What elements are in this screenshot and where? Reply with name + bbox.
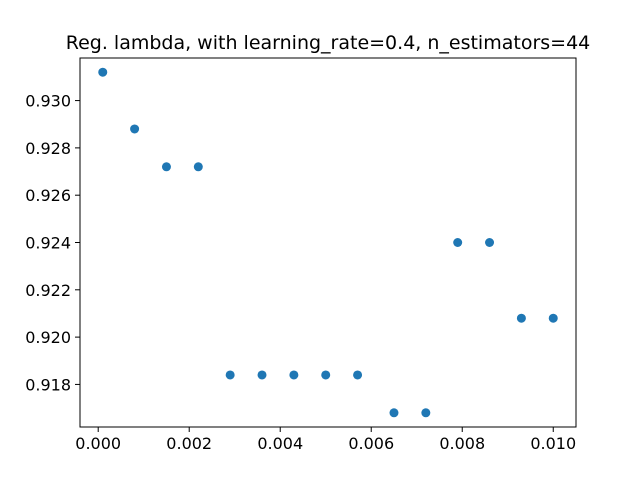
plot-frame	[79, 57, 577, 428]
x-tick-label: 0.008	[439, 434, 485, 453]
data-point	[289, 370, 299, 380]
data-point	[353, 370, 363, 380]
y-axis: 0.918 0.920 0.922 0.924 0.926 0.928 0.930	[25, 92, 80, 394]
x-tick-label: 0.010	[530, 434, 576, 453]
y-tick-label: 0.930	[25, 92, 71, 111]
y-tick-label: 0.922	[25, 281, 71, 300]
data-point	[321, 370, 331, 380]
chart-title: Reg. lambda, with learning_rate=0.4, n_e…	[66, 32, 591, 54]
y-tick-label: 0.920	[25, 328, 71, 347]
data-point	[98, 67, 108, 77]
y-tick-label: 0.928	[25, 139, 71, 158]
data-point	[193, 162, 203, 172]
y-tick-label: 0.926	[25, 186, 71, 205]
x-tick-label: 0.006	[348, 434, 394, 453]
data-point	[516, 313, 526, 323]
data-point	[453, 238, 463, 247]
data-point	[548, 313, 558, 323]
data-point	[161, 162, 171, 172]
x-tick-label: 0.004	[257, 434, 303, 453]
x-axis: 0.000 0.002 0.004 0.006 0.008 0.010	[75, 427, 576, 453]
data-point	[130, 124, 140, 134]
y-tick-label: 0.924	[25, 234, 71, 253]
x-tick-label: 0.002	[166, 434, 212, 453]
data-point	[225, 370, 235, 380]
data-points	[98, 67, 558, 418]
data-point	[257, 370, 267, 380]
data-point	[485, 238, 495, 247]
x-tick-label: 0.000	[75, 434, 121, 453]
data-point	[421, 408, 431, 418]
data-point	[389, 408, 399, 418]
y-tick-label: 0.918	[25, 375, 71, 394]
